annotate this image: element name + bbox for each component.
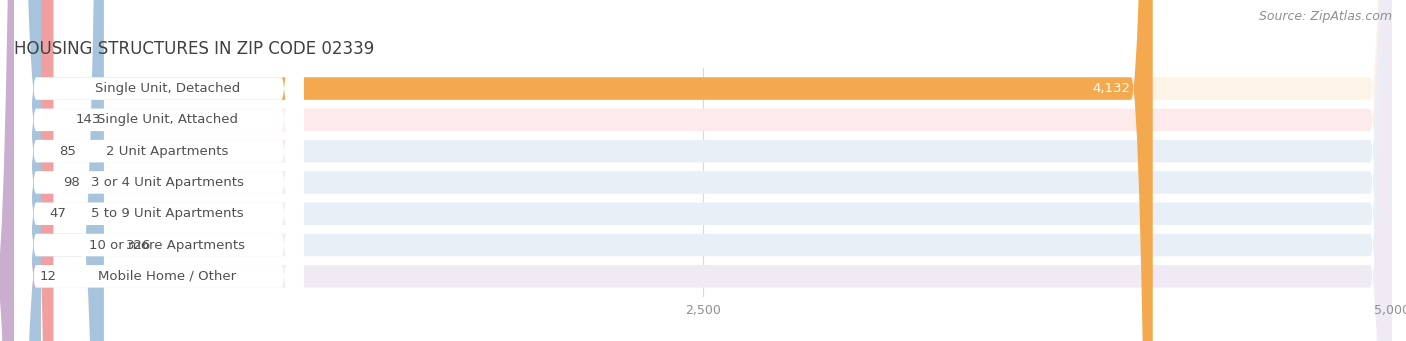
Text: HOUSING STRUCTURES IN ZIP CODE 02339: HOUSING STRUCTURES IN ZIP CODE 02339 bbox=[14, 40, 374, 58]
Text: Source: ZipAtlas.com: Source: ZipAtlas.com bbox=[1258, 10, 1392, 23]
FancyBboxPatch shape bbox=[14, 0, 304, 341]
FancyBboxPatch shape bbox=[14, 0, 41, 341]
Text: 143: 143 bbox=[76, 113, 101, 126]
Text: 4,132: 4,132 bbox=[1092, 82, 1130, 95]
FancyBboxPatch shape bbox=[14, 0, 1392, 341]
FancyBboxPatch shape bbox=[14, 0, 304, 341]
FancyBboxPatch shape bbox=[14, 0, 53, 341]
FancyBboxPatch shape bbox=[14, 0, 1392, 341]
FancyBboxPatch shape bbox=[14, 0, 1392, 341]
FancyBboxPatch shape bbox=[14, 0, 304, 341]
FancyBboxPatch shape bbox=[14, 0, 304, 341]
FancyBboxPatch shape bbox=[14, 0, 304, 341]
Text: 47: 47 bbox=[49, 207, 66, 220]
FancyBboxPatch shape bbox=[14, 0, 1392, 341]
Text: 2 Unit Apartments: 2 Unit Apartments bbox=[107, 145, 229, 158]
Text: 85: 85 bbox=[59, 145, 76, 158]
FancyBboxPatch shape bbox=[6, 0, 37, 341]
FancyBboxPatch shape bbox=[14, 0, 304, 341]
Text: 5 to 9 Unit Apartments: 5 to 9 Unit Apartments bbox=[91, 207, 243, 220]
Text: 10 or more Apartments: 10 or more Apartments bbox=[90, 239, 246, 252]
Text: Single Unit, Attached: Single Unit, Attached bbox=[97, 113, 238, 126]
Text: Single Unit, Detached: Single Unit, Detached bbox=[94, 82, 240, 95]
Text: Mobile Home / Other: Mobile Home / Other bbox=[98, 270, 236, 283]
FancyBboxPatch shape bbox=[14, 0, 38, 341]
Text: 98: 98 bbox=[63, 176, 80, 189]
Text: 12: 12 bbox=[39, 270, 56, 283]
FancyBboxPatch shape bbox=[14, 0, 1392, 341]
FancyBboxPatch shape bbox=[0, 0, 37, 341]
Text: 3 or 4 Unit Apartments: 3 or 4 Unit Apartments bbox=[91, 176, 243, 189]
FancyBboxPatch shape bbox=[14, 0, 1392, 341]
FancyBboxPatch shape bbox=[14, 0, 104, 341]
FancyBboxPatch shape bbox=[14, 0, 1153, 341]
FancyBboxPatch shape bbox=[14, 0, 1392, 341]
Text: 326: 326 bbox=[127, 239, 152, 252]
FancyBboxPatch shape bbox=[14, 0, 304, 341]
